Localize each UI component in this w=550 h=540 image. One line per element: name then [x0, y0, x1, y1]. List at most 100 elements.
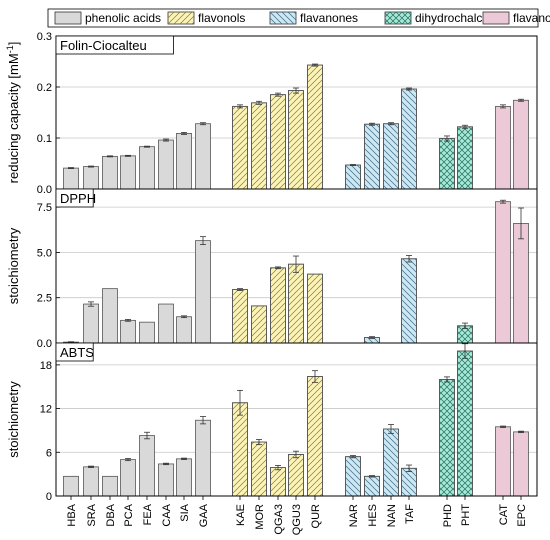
- bar-dba: [102, 288, 118, 344]
- error-bar-taf: [406, 255, 412, 263]
- error-bar-epc: [518, 430, 524, 434]
- bar-sra: [83, 466, 99, 497]
- bar-hatch-kae: [232, 105, 248, 190]
- bar-hatch-qur: [307, 376, 323, 497]
- x-tick-label-nan: NAN: [386, 504, 398, 527]
- panel-title-box: [55, 35, 174, 55]
- error-bar-pca: [125, 458, 131, 462]
- error-bar-pca: [125, 319, 131, 322]
- error-bar-hba: [68, 167, 74, 170]
- bar-fea: [139, 321, 155, 344]
- legend: phenolic acids flavonols flavanones dihydro…: [47, 8, 550, 28]
- y-tick-label: 0.0: [37, 184, 52, 196]
- bar-hatch-taf: [401, 467, 417, 497]
- bar-hatch-nan: [383, 428, 399, 497]
- bar-cat: [495, 201, 511, 344]
- x-tick-label-nar: NAR: [348, 504, 360, 527]
- bar-hatch-nar: [345, 456, 361, 497]
- error-bar-qgu3: [293, 450, 299, 459]
- legend-label-flavonols: flavonols: [198, 11, 245, 25]
- bar-pca: [120, 155, 136, 190]
- bar-caa: [158, 463, 174, 497]
- y-tick-label: 12: [40, 404, 52, 416]
- panel-abts: 0 6 12 18 ABTS stoichiometry: [6, 342, 538, 503]
- error-bar-nan: [388, 122, 394, 126]
- error-bar-sia: [181, 131, 187, 135]
- bar-caa: [158, 303, 174, 344]
- x-tick-label-cat: CAT: [498, 504, 510, 525]
- bar-cat: [495, 426, 511, 497]
- error-bar-sia: [181, 315, 187, 319]
- error-bar-kae: [237, 389, 243, 416]
- error-bar-cat: [500, 425, 506, 428]
- panel-title: Folin-Ciocalteu: [60, 38, 147, 53]
- x-tick-label-hes: HES: [367, 504, 379, 527]
- x-tick-label-hba: HBA: [66, 503, 78, 526]
- error-bar-nan: [388, 424, 394, 434]
- x-tick-label-phd: PHD: [442, 504, 454, 527]
- error-bar-sia: [181, 457, 187, 460]
- y-tick-label: 0: [46, 491, 52, 503]
- bar-hatch-pht: [457, 126, 473, 190]
- error-bar-gaa: [200, 122, 206, 126]
- bar-sia: [176, 458, 192, 497]
- bar-hatch-nan: [383, 123, 399, 190]
- error-bar-caa: [163, 138, 169, 142]
- error-bar-pca: [125, 154, 131, 157]
- error-bar-epc: [518, 98, 524, 102]
- error-bar-dba: [107, 155, 113, 158]
- x-tick-label-epc: EPC: [516, 504, 528, 527]
- error-bar-epc: [518, 207, 524, 240]
- legend-swatch-flavanols: [482, 11, 510, 25]
- x-tick-label-pca: PCA: [123, 503, 135, 526]
- error-bar-qga3: [275, 266, 281, 270]
- legend-label-flavanols: flavanols: [513, 11, 550, 25]
- bar-hba: [63, 167, 79, 190]
- bar-hatch-qgu3: [288, 90, 304, 190]
- error-bar-pht: [462, 322, 468, 329]
- bar-hatch-qgu3: [288, 454, 304, 497]
- y-tick-label: 6: [46, 447, 52, 459]
- x-tick-label-mor: MOR: [254, 504, 266, 530]
- error-bar-mor: [256, 100, 262, 105]
- error-bar-kae: [237, 288, 243, 291]
- y-axis-label: stoichiometry: [6, 381, 21, 458]
- x-tick-label-qur: QUR: [310, 504, 322, 529]
- error-bar-gaa: [200, 236, 206, 246]
- x-tick-label-kae: KAE: [235, 504, 247, 526]
- bar-sra: [83, 303, 99, 344]
- x-tick-label-sia: SIA: [179, 503, 191, 521]
- error-bar-qgu3: [293, 255, 299, 273]
- error-bar-sra: [88, 301, 94, 307]
- y-tick-label: 0.3: [37, 31, 52, 43]
- bar-hatch-qga3: [270, 94, 286, 190]
- bar-gaa: [195, 240, 211, 344]
- bar-cat: [495, 105, 511, 190]
- bar-sia: [176, 316, 192, 344]
- y-tick-label: 0.1: [37, 133, 52, 145]
- error-bar-cat: [500, 199, 506, 204]
- error-bar-pht: [462, 343, 468, 359]
- error-bar-cat: [500, 104, 506, 109]
- bar-hatch-phd: [439, 379, 455, 497]
- error-bar-qgu3: [293, 87, 299, 94]
- bar-hatch-pht: [457, 350, 473, 497]
- error-bar-phd: [444, 135, 450, 142]
- bar-hatch-mor: [251, 305, 267, 344]
- y-axis-label: stoichiometry: [6, 227, 21, 304]
- panel-title-box: [55, 188, 94, 208]
- bar-dba: [102, 475, 118, 497]
- bar-hatch-qgu3: [288, 263, 304, 344]
- bar-hatch-qur: [307, 64, 323, 190]
- y-tick-label: 18: [40, 360, 52, 372]
- x-tick-label-sra: SRA: [86, 503, 98, 526]
- bar-hatch-mor: [251, 441, 267, 497]
- x-tick-label-caa: CAA: [161, 503, 173, 526]
- bar-hatch-mor: [251, 102, 267, 190]
- bar-hatch-qga3: [270, 467, 286, 497]
- error-bar-hes: [369, 122, 375, 126]
- bar-fea: [139, 435, 155, 497]
- error-bar-hes: [369, 336, 375, 339]
- legend-label-phenolic-acids: phenolic acids: [85, 11, 161, 25]
- bar-epc: [513, 99, 529, 190]
